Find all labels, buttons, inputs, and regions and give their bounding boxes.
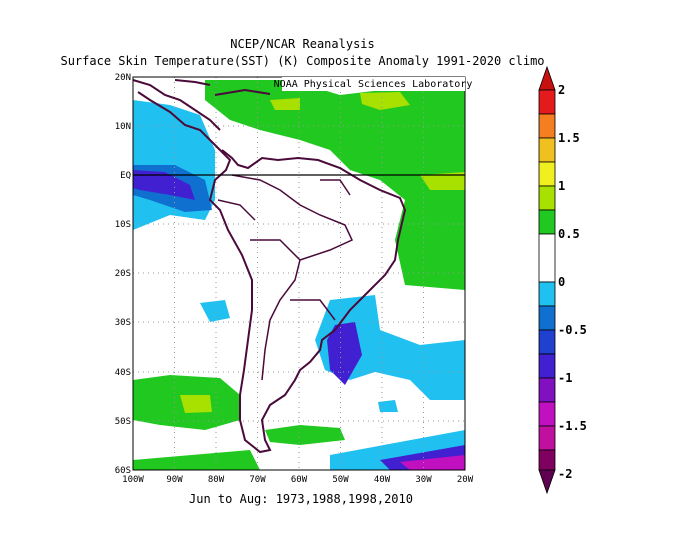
colorbar-label: 1 <box>558 179 565 193</box>
colorbar-bin <box>538 281 556 307</box>
colorbar-bin <box>538 329 556 355</box>
colorbar-labels: 2 1.5 1 0.5 0 -0.5 -1 -1.5 -2 <box>558 83 587 481</box>
colorbar-bin <box>538 449 556 471</box>
watermark-text: NOAA Physical Sciences Laboratory <box>274 79 473 90</box>
lon-label: 100W <box>122 475 144 485</box>
colorbar-label: 2 <box>558 83 565 97</box>
title-line-2: Surface Skin Temperature(SST) (K) Compos… <box>60 54 545 68</box>
anomaly-field <box>133 80 465 470</box>
colorbar-label: 1.5 <box>558 131 580 145</box>
colorbar-label: 0.5 <box>558 227 580 241</box>
lat-label: 20S <box>115 269 131 279</box>
colorbar <box>538 65 556 495</box>
colorbar-bin <box>538 353 556 379</box>
colorbar-bin <box>538 113 556 139</box>
lat-label: 10N <box>115 122 131 132</box>
colorbar-label: -0.5 <box>558 323 587 337</box>
title-line-1: NCEP/NCAR Reanalysis <box>230 37 375 51</box>
colorbar-bin <box>538 89 556 115</box>
colorbar-label: -1.5 <box>558 419 587 433</box>
colorbar-bin <box>538 137 556 163</box>
central-america <box>132 79 271 131</box>
footer-caption: Jun to Aug: 1973,1988,1998,2010 <box>189 492 413 506</box>
colorbar-label: -2 <box>558 467 572 481</box>
lat-label: 50S <box>115 417 131 427</box>
lat-label: 30S <box>115 318 131 328</box>
lon-label: 40W <box>374 475 391 485</box>
colorbar-bin <box>538 209 556 235</box>
lat-label: 20N <box>115 73 131 83</box>
lon-label: 60W <box>291 475 308 485</box>
lat-label: EQ <box>120 171 131 181</box>
lat-label: 40S <box>115 368 131 378</box>
colorbar-label: -1 <box>558 371 572 385</box>
colorbar-bin <box>538 185 556 211</box>
lon-label: 70W <box>249 475 266 485</box>
colorbar-bin <box>538 233 556 283</box>
colorbar-bottom-arrow <box>538 469 556 495</box>
colorbar-bin <box>538 425 556 451</box>
colorbar-bin <box>538 401 556 427</box>
coastline <box>137 91 407 454</box>
colorbar-bin <box>538 161 556 187</box>
colorbar-top-arrow <box>538 65 556 91</box>
lon-label: 50W <box>332 475 349 485</box>
country-borders <box>217 174 353 381</box>
colorbar-bin <box>538 305 556 331</box>
lon-label: 20W <box>457 475 474 485</box>
lon-label: 30W <box>415 475 432 485</box>
colorbar-bin <box>538 377 556 403</box>
lat-label: 10S <box>115 220 131 230</box>
lon-label: 90W <box>166 475 183 485</box>
lon-label: 80W <box>208 475 225 485</box>
colorbar-label: 0 <box>558 275 565 289</box>
lat-labels: 20N 10N EQ 10S 20S 30S 40S 50S 60S <box>115 73 131 476</box>
lon-labels: 100W 90W 80W 70W 60W 50W 40W 30W 20W <box>122 475 474 485</box>
watermark-box <box>282 77 465 91</box>
lat-label: 60S <box>115 466 131 476</box>
